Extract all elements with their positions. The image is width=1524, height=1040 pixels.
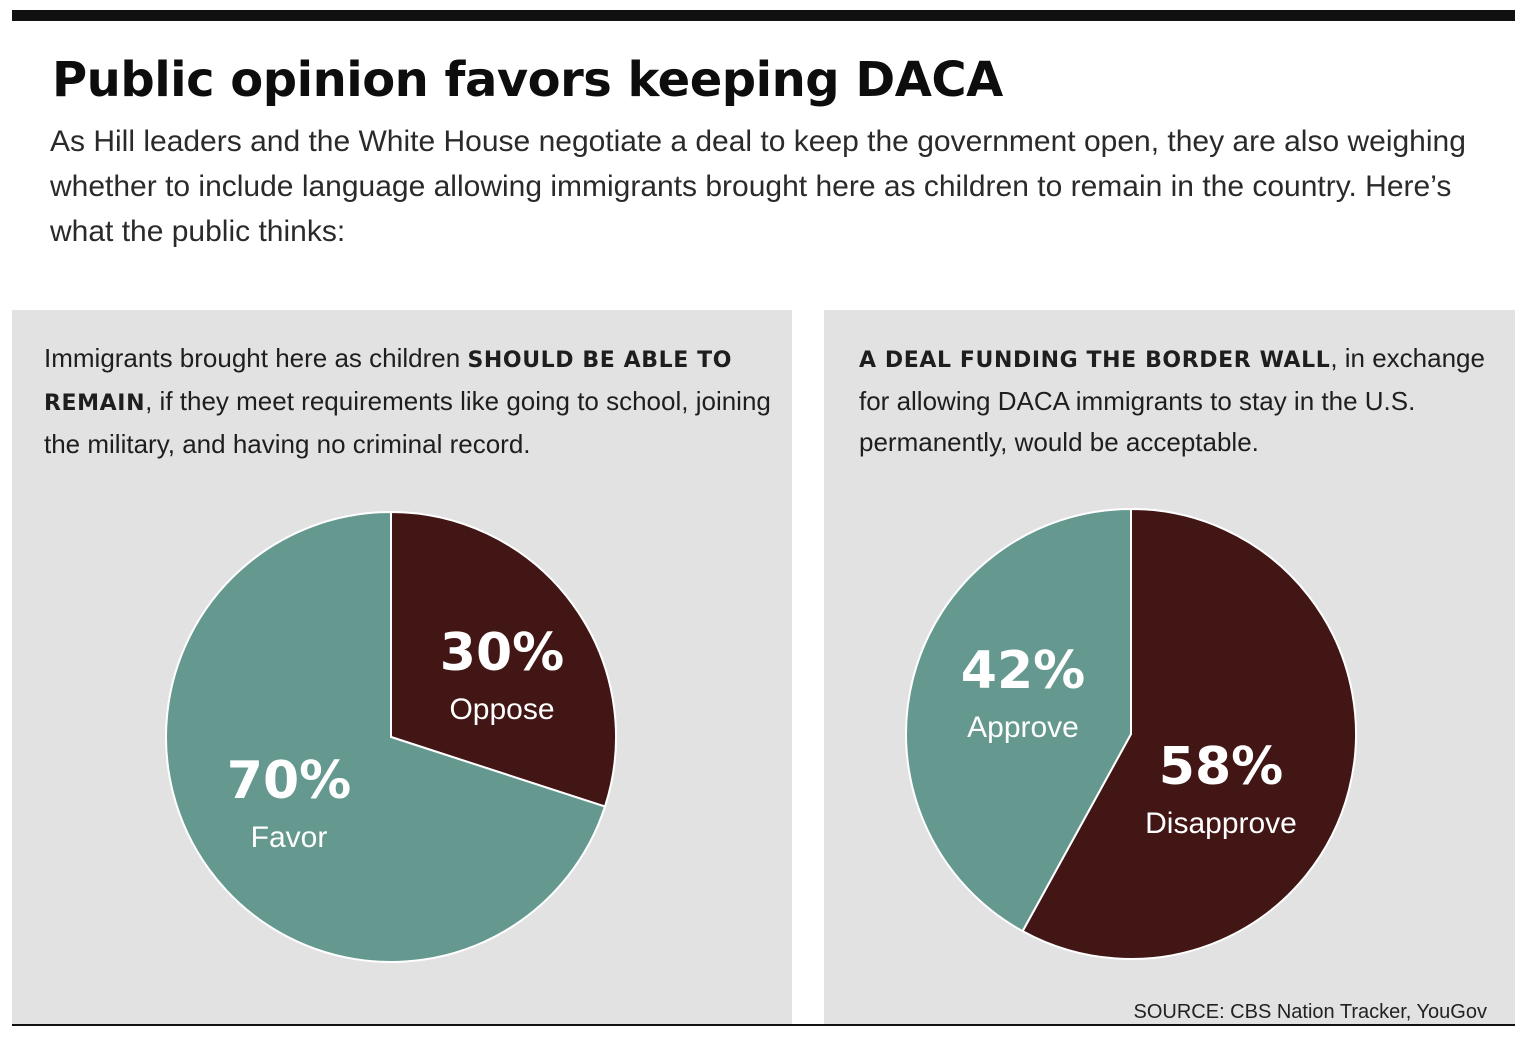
slice-value-label: 30% bbox=[440, 623, 564, 683]
panel-caption: Immigrants brought here as children shou… bbox=[44, 338, 782, 465]
page-title: Public opinion favors keeping DACA bbox=[52, 52, 1003, 108]
pie-slice-oppose bbox=[390, 510, 617, 808]
pie-slice-disapprove bbox=[1021, 507, 1357, 960]
slice-category-label: Favor bbox=[251, 821, 328, 854]
bottom-rule bbox=[12, 1024, 1515, 1026]
caption-emphasis: A deal funding the border wall bbox=[859, 348, 1331, 373]
panel-remain: Immigrants brought here as children shou… bbox=[12, 310, 792, 1024]
pie-slice-approve bbox=[905, 507, 1132, 933]
pie-chart-border-wall: 58% Disapprove 42% Approve bbox=[905, 507, 1357, 960]
slice-value-label: 70% bbox=[227, 751, 351, 811]
source-note: SOURCE: CBS Nation Tracker, YouGov bbox=[1133, 1001, 1488, 1023]
slice-category-label: Oppose bbox=[449, 693, 554, 726]
pie-slice-favor bbox=[165, 510, 607, 963]
pie-chart-remain: 30% Oppose 70% Favor bbox=[165, 510, 617, 963]
panel-border-wall: A deal funding the border wall, in excha… bbox=[824, 310, 1515, 1024]
caption-text: , in exchange for allowing DACA immigran… bbox=[859, 343, 1485, 457]
slice-category-label: Approve bbox=[967, 711, 1079, 744]
caption-emphasis: should be able to remain bbox=[44, 348, 733, 416]
top-rule bbox=[12, 10, 1515, 21]
panel-caption: A deal funding the border wall, in excha… bbox=[859, 338, 1499, 463]
slice-category-label: Disapprove bbox=[1145, 807, 1297, 840]
slice-value-label: 42% bbox=[961, 641, 1085, 701]
caption-text: Immigrants brought here as children bbox=[44, 343, 468, 373]
caption-text: , if they meet requirements like going t… bbox=[44, 386, 771, 459]
page-subtitle: As Hill leaders and the White House nego… bbox=[50, 125, 1466, 248]
slice-value-label: 58% bbox=[1159, 737, 1283, 797]
